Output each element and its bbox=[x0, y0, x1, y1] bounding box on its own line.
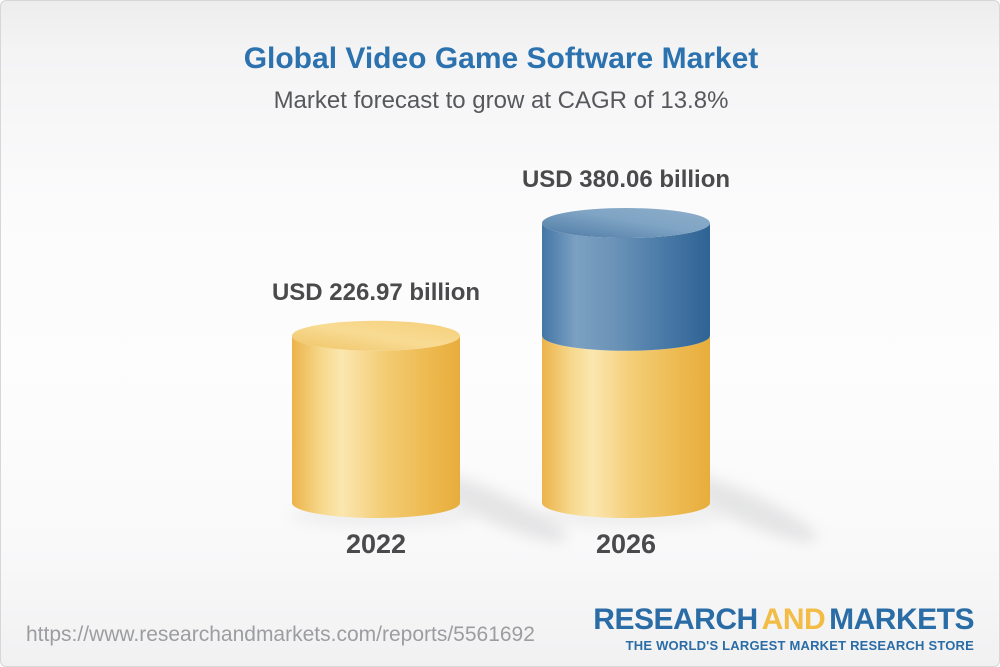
category-label-2026: 2026 bbox=[595, 529, 657, 559]
cylinder-2026-top bbox=[542, 208, 710, 238]
chart-subtitle: Market forecast to grow at CAGR of 13.8% bbox=[273, 87, 729, 114]
logo-word-research: RESEARCH bbox=[593, 603, 758, 636]
logo-wordmark: RESEARCH AND MARKETS bbox=[593, 605, 974, 635]
chart-title: Global Video Game Software Market bbox=[243, 42, 759, 75]
cylinder-2026-growth-segment bbox=[542, 223, 710, 351]
cylinder-2022-top bbox=[292, 320, 460, 351]
report-url: https://www.researchandmarkets.com/repor… bbox=[26, 623, 535, 646]
value-label-2026: USD 380.06 billion bbox=[521, 166, 731, 193]
logo-word-markets: MARKETS bbox=[829, 603, 974, 636]
cylinder-2026-base-segment bbox=[542, 335, 710, 518]
category-label-2022: 2022 bbox=[345, 529, 407, 559]
value-label-2022: USD 226.97 billion bbox=[271, 279, 481, 306]
research-and-markets-logo: RESEARCH AND MARKETS THE WORLD'S LARGEST M… bbox=[593, 605, 974, 653]
cylinder-2022-body bbox=[292, 335, 460, 518]
logo-word-and: AND bbox=[761, 603, 826, 636]
logo-tagline: THE WORLD'S LARGEST MARKET RESEARCH STOR… bbox=[625, 638, 974, 653]
